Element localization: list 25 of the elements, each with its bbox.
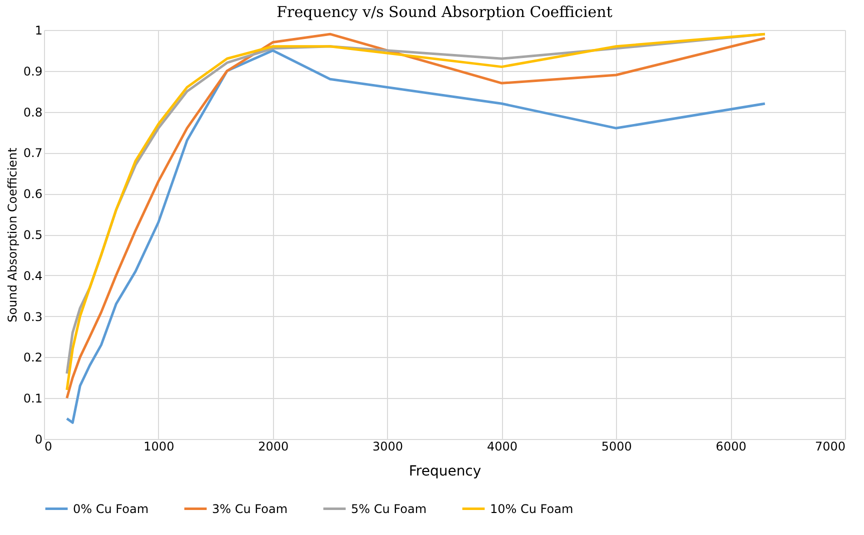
y-tick-label: 0.5 xyxy=(23,228,42,242)
y-tick-label: 1 xyxy=(34,24,42,38)
y-tick-label: 0.7 xyxy=(23,146,42,160)
x-tick-label: 3000 xyxy=(372,440,404,454)
legend-label: 10% Cu Foam xyxy=(490,502,574,516)
legend-label: 5% Cu Foam xyxy=(351,502,427,516)
x-tick-label: 1000 xyxy=(144,440,174,454)
x-tick-label: 6000 xyxy=(716,440,746,454)
y-tick-label: 0.8 xyxy=(23,105,42,120)
x-tick-label: 2000 xyxy=(258,440,289,454)
chart-title: Frequency v/s Sound Absorption Coefficient xyxy=(276,3,612,21)
x-tick-label: 4000 xyxy=(486,440,518,454)
legend-label: 3% Cu Foam xyxy=(212,502,288,516)
y-tick-label: 0.6 xyxy=(23,187,42,202)
y-tick-label: 0.1 xyxy=(23,392,42,406)
y-tick-label: 0.2 xyxy=(23,350,42,365)
legend-label: 0% Cu Foam xyxy=(73,502,149,516)
x-tick-label: 5000 xyxy=(601,440,632,454)
x-axis-title: Frequency xyxy=(408,464,482,480)
y-tick-label: 0.9 xyxy=(23,64,42,78)
x-tick-label: 7000 xyxy=(814,440,846,454)
x-tick-label: 0 xyxy=(44,440,52,454)
y-axis-title: Sound Absorption Coefficient xyxy=(5,147,20,322)
y-tick-label: 0.4 xyxy=(23,268,42,283)
y-tick-label: 0.3 xyxy=(23,310,42,324)
